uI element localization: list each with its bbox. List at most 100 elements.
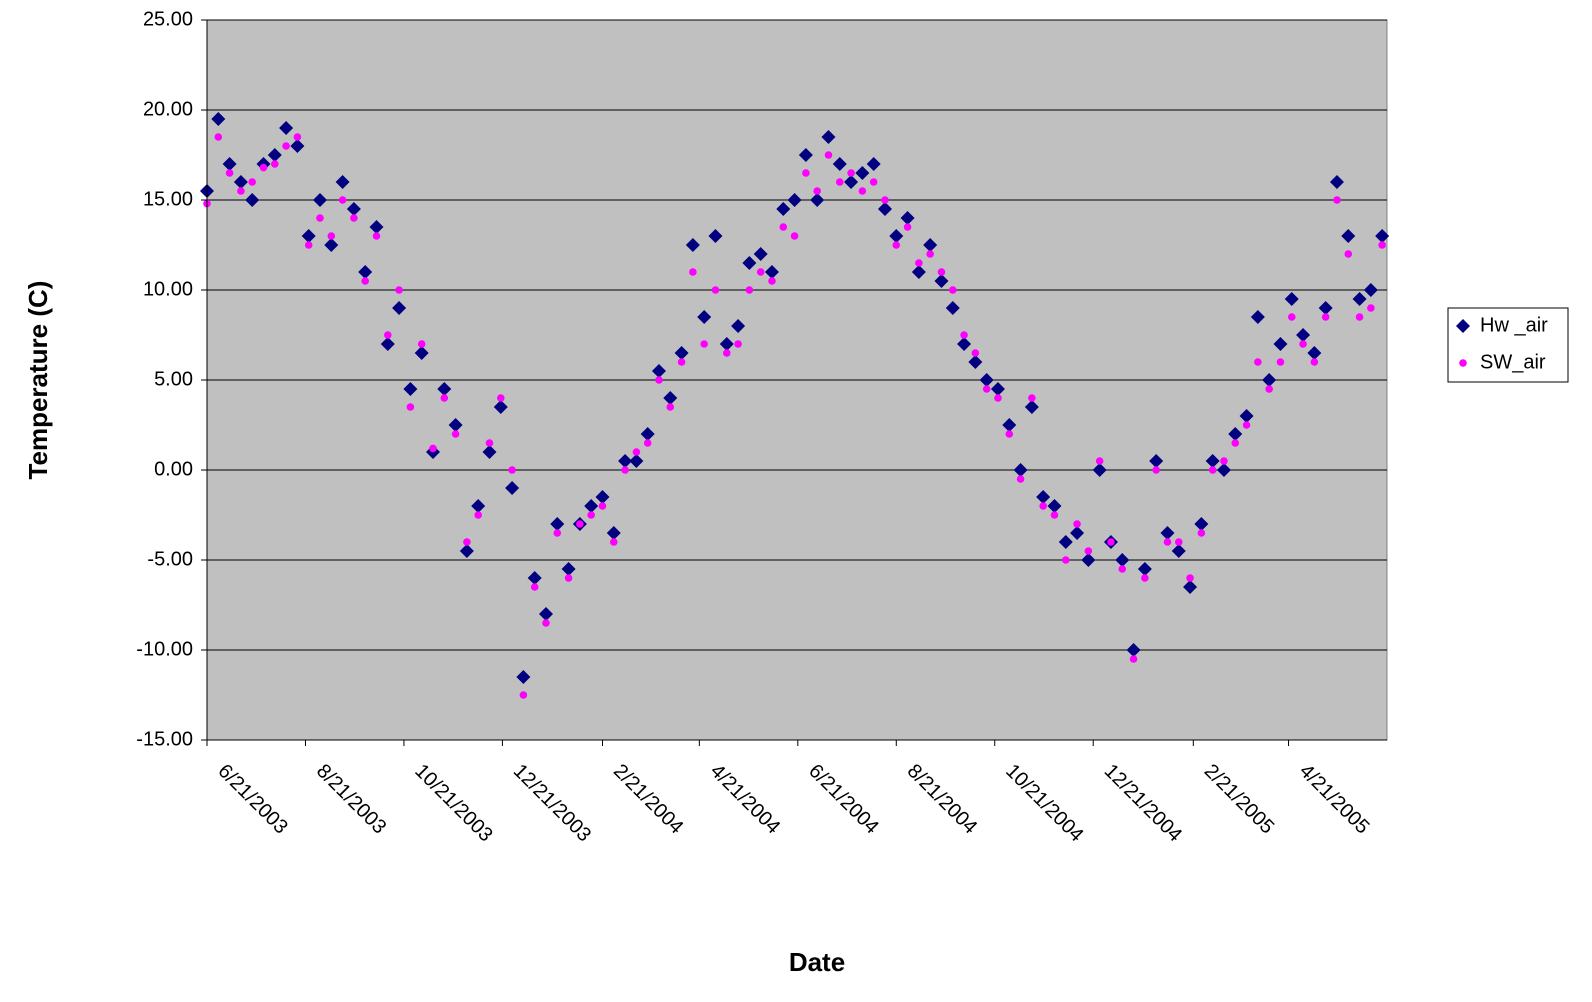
point <box>550 517 565 531</box>
point <box>316 214 324 222</box>
point <box>448 418 463 432</box>
point <box>485 439 494 447</box>
point <box>855 166 870 180</box>
point <box>505 481 520 495</box>
point <box>1205 454 1220 468</box>
point <box>629 454 644 468</box>
point <box>214 133 223 141</box>
point <box>1307 346 1322 360</box>
point <box>1276 358 1285 366</box>
point <box>225 169 234 177</box>
point <box>358 265 373 279</box>
point <box>674 346 689 360</box>
point <box>606 526 621 540</box>
y-tick-label: 20.00 <box>143 98 193 120</box>
point <box>1171 544 1186 558</box>
point <box>482 445 497 459</box>
legend-marker <box>1456 319 1470 333</box>
point <box>1095 457 1104 465</box>
y-tick-label: 10.00 <box>143 278 193 300</box>
point <box>392 301 407 315</box>
point <box>844 175 859 189</box>
point <box>293 133 302 141</box>
point <box>960 331 968 339</box>
point <box>945 301 960 315</box>
point <box>1137 562 1152 576</box>
point <box>1197 529 1206 537</box>
legend <box>1447 307 1569 383</box>
point <box>877 202 892 216</box>
point <box>553 529 562 537</box>
point <box>595 490 610 504</box>
point <box>312 193 327 207</box>
point <box>270 160 279 168</box>
point <box>655 376 663 384</box>
point <box>335 175 350 189</box>
point <box>369 220 384 234</box>
point <box>968 355 983 369</box>
point <box>719 337 734 351</box>
point <box>1174 538 1183 546</box>
point <box>1262 373 1277 387</box>
x-tick-label: 2/21/2005 <box>1200 760 1278 838</box>
point <box>429 444 437 453</box>
point <box>824 151 833 159</box>
x-tick-label: 2/21/2004 <box>609 760 687 838</box>
point <box>798 148 813 162</box>
point <box>508 466 516 474</box>
point <box>211 112 226 126</box>
y-tick-label: -10.00 <box>136 638 193 660</box>
x-tick-label: 12/21/2003 <box>509 760 595 846</box>
point <box>858 187 867 195</box>
point <box>934 274 949 288</box>
point <box>463 538 471 546</box>
point <box>1250 310 1265 324</box>
point <box>892 241 901 249</box>
point <box>708 229 723 243</box>
point <box>700 340 708 348</box>
point <box>1299 340 1307 348</box>
point <box>598 502 607 510</box>
point <box>1352 292 1367 306</box>
point <box>1160 526 1175 540</box>
point <box>1047 499 1062 513</box>
point <box>632 448 641 456</box>
point <box>889 229 904 243</box>
point <box>440 394 449 402</box>
point <box>395 286 403 294</box>
point <box>640 427 655 441</box>
point <box>1310 358 1319 366</box>
point <box>530 583 539 591</box>
point <box>768 277 776 285</box>
x-tick-label: 10/21/2004 <box>1001 760 1087 846</box>
point <box>903 223 912 231</box>
point <box>948 286 957 294</box>
point <box>516 670 531 684</box>
point <box>957 337 972 351</box>
point <box>756 268 765 276</box>
point <box>233 175 248 189</box>
point <box>745 286 754 294</box>
point <box>1363 283 1378 297</box>
point <box>1129 655 1138 663</box>
legend-label: SW_air <box>1480 351 1546 373</box>
point <box>1036 490 1051 504</box>
point <box>222 157 237 171</box>
point <box>1242 421 1251 429</box>
point <box>1118 565 1127 573</box>
legend-marker <box>1459 359 1467 367</box>
point <box>1084 547 1093 555</box>
point <box>290 139 305 153</box>
point <box>990 382 1005 396</box>
point <box>764 265 779 279</box>
point <box>380 337 395 351</box>
point <box>372 232 381 240</box>
x-tick-label: 12/21/2004 <box>1100 760 1186 846</box>
point <box>406 403 415 411</box>
point <box>282 142 290 150</box>
x-tick-label: 6/21/2003 <box>213 760 291 838</box>
point <box>1039 502 1047 510</box>
point <box>350 214 358 222</box>
y-tick-label: 5.00 <box>154 368 193 390</box>
